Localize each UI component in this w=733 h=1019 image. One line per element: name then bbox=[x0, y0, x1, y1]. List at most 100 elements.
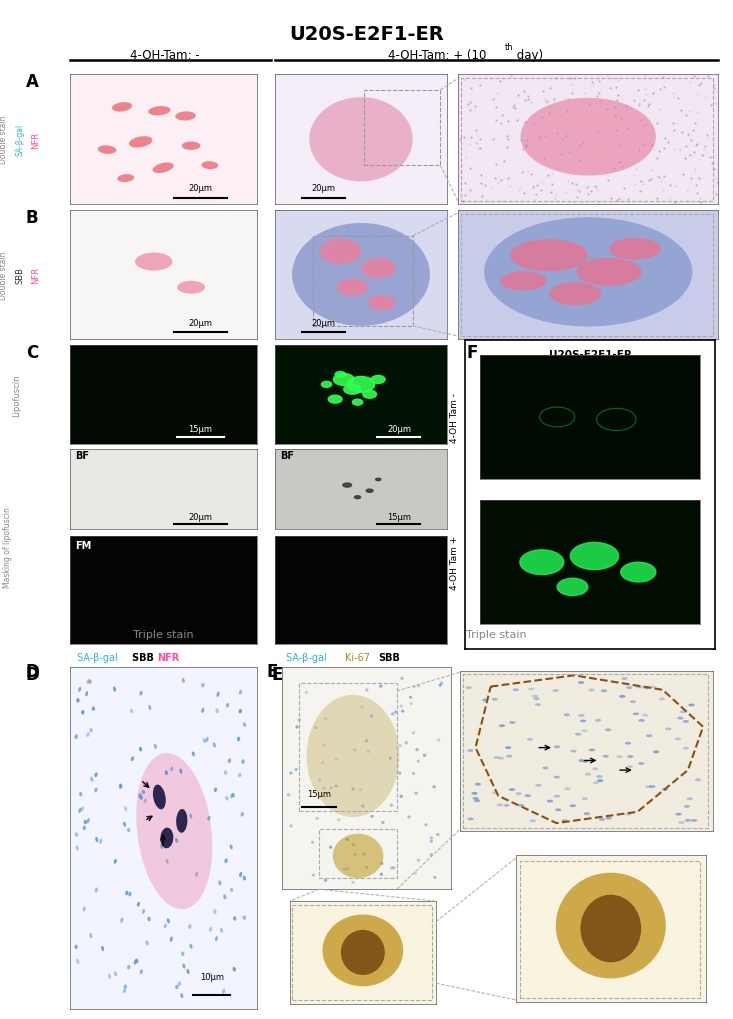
Ellipse shape bbox=[680, 710, 687, 713]
Ellipse shape bbox=[139, 747, 142, 752]
Ellipse shape bbox=[363, 853, 366, 856]
Ellipse shape bbox=[625, 742, 631, 745]
Text: F: F bbox=[467, 343, 479, 362]
Circle shape bbox=[372, 376, 385, 384]
Ellipse shape bbox=[527, 738, 533, 741]
Ellipse shape bbox=[561, 819, 567, 822]
Ellipse shape bbox=[320, 239, 361, 265]
Ellipse shape bbox=[351, 788, 355, 791]
Ellipse shape bbox=[498, 757, 504, 760]
Ellipse shape bbox=[95, 772, 97, 777]
Ellipse shape bbox=[216, 692, 219, 697]
Text: 4-OH-Tam: -: 4-OH-Tam: - bbox=[130, 49, 199, 62]
Text: E: E bbox=[266, 662, 278, 681]
Ellipse shape bbox=[186, 969, 190, 974]
Ellipse shape bbox=[232, 793, 235, 798]
Ellipse shape bbox=[416, 760, 420, 763]
Ellipse shape bbox=[226, 703, 229, 708]
Ellipse shape bbox=[678, 821, 685, 824]
Text: 20μm: 20μm bbox=[188, 319, 213, 328]
Ellipse shape bbox=[195, 872, 198, 877]
Ellipse shape bbox=[137, 902, 140, 907]
Ellipse shape bbox=[359, 789, 362, 792]
Text: BF: BF bbox=[75, 451, 89, 461]
Ellipse shape bbox=[379, 685, 383, 688]
Ellipse shape bbox=[485, 218, 693, 327]
Ellipse shape bbox=[120, 918, 123, 923]
Text: 20μm: 20μm bbox=[188, 184, 213, 194]
Text: SBB: SBB bbox=[378, 652, 400, 662]
Ellipse shape bbox=[682, 747, 689, 750]
Ellipse shape bbox=[509, 789, 515, 792]
Ellipse shape bbox=[230, 888, 233, 893]
Text: E: E bbox=[271, 665, 283, 684]
Ellipse shape bbox=[365, 866, 369, 869]
Ellipse shape bbox=[337, 818, 340, 821]
Ellipse shape bbox=[622, 678, 627, 681]
Text: U20S-E2F1-ER: U20S-E2F1-ER bbox=[548, 350, 632, 360]
Ellipse shape bbox=[400, 678, 404, 681]
Ellipse shape bbox=[601, 690, 607, 693]
Ellipse shape bbox=[81, 807, 84, 811]
Circle shape bbox=[353, 399, 363, 406]
Ellipse shape bbox=[78, 687, 81, 692]
Ellipse shape bbox=[188, 924, 191, 929]
Ellipse shape bbox=[392, 866, 396, 869]
Ellipse shape bbox=[682, 720, 689, 723]
Text: 20μm: 20μm bbox=[188, 512, 213, 521]
Ellipse shape bbox=[147, 917, 150, 921]
Ellipse shape bbox=[329, 846, 332, 849]
Ellipse shape bbox=[189, 813, 192, 818]
Text: 20μm: 20μm bbox=[311, 319, 335, 328]
Ellipse shape bbox=[589, 689, 594, 692]
Text: th: th bbox=[504, 43, 513, 52]
Ellipse shape bbox=[148, 107, 171, 116]
Ellipse shape bbox=[139, 691, 143, 696]
Circle shape bbox=[375, 479, 381, 481]
Ellipse shape bbox=[180, 994, 183, 999]
Ellipse shape bbox=[633, 712, 639, 715]
Ellipse shape bbox=[237, 737, 240, 742]
Ellipse shape bbox=[564, 713, 570, 716]
Text: 15μm: 15μm bbox=[387, 512, 411, 521]
Ellipse shape bbox=[85, 692, 88, 697]
Ellipse shape bbox=[182, 143, 201, 151]
Ellipse shape bbox=[201, 683, 205, 688]
Ellipse shape bbox=[626, 687, 633, 689]
Ellipse shape bbox=[76, 698, 80, 703]
Ellipse shape bbox=[577, 259, 641, 286]
Ellipse shape bbox=[295, 726, 299, 729]
Ellipse shape bbox=[287, 794, 290, 797]
Ellipse shape bbox=[582, 798, 588, 800]
Ellipse shape bbox=[432, 786, 436, 789]
Ellipse shape bbox=[645, 786, 651, 789]
Ellipse shape bbox=[76, 959, 79, 964]
Text: Double stain: Double stain bbox=[0, 116, 8, 164]
Text: SBB: SBB bbox=[15, 267, 24, 283]
Ellipse shape bbox=[99, 839, 102, 844]
Ellipse shape bbox=[140, 969, 143, 974]
Ellipse shape bbox=[430, 837, 433, 840]
Ellipse shape bbox=[649, 686, 656, 689]
Circle shape bbox=[343, 484, 352, 488]
Ellipse shape bbox=[627, 765, 633, 768]
Ellipse shape bbox=[353, 853, 357, 856]
Ellipse shape bbox=[97, 146, 117, 155]
Ellipse shape bbox=[130, 709, 133, 713]
Ellipse shape bbox=[437, 739, 441, 742]
Ellipse shape bbox=[638, 719, 645, 722]
Ellipse shape bbox=[423, 754, 426, 757]
Circle shape bbox=[520, 550, 564, 575]
Ellipse shape bbox=[504, 804, 509, 807]
Ellipse shape bbox=[214, 788, 217, 793]
Ellipse shape bbox=[78, 808, 81, 813]
Ellipse shape bbox=[564, 788, 570, 791]
Ellipse shape bbox=[123, 988, 126, 994]
Ellipse shape bbox=[468, 817, 474, 820]
Ellipse shape bbox=[542, 766, 549, 769]
Text: SA-β-gal: SA-β-gal bbox=[15, 124, 24, 156]
Ellipse shape bbox=[139, 794, 141, 798]
Ellipse shape bbox=[605, 729, 611, 732]
Circle shape bbox=[335, 372, 345, 378]
Ellipse shape bbox=[139, 796, 143, 800]
